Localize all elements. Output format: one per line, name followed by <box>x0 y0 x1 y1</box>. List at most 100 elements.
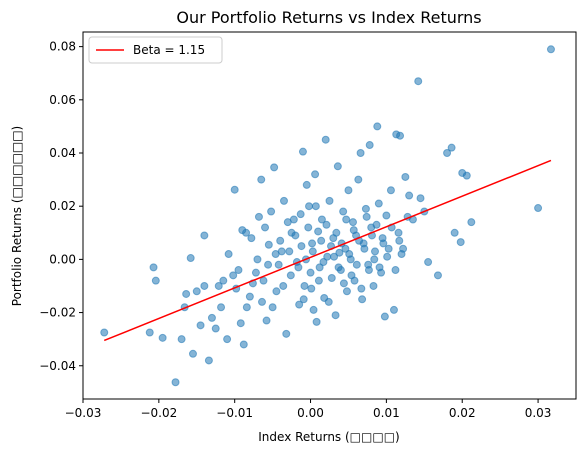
scatter-point <box>257 175 266 184</box>
x-tick-label: −0.02 <box>140 406 177 420</box>
x-tick-label: 0.01 <box>373 406 400 420</box>
y-axis-ticks: −0.04 −0.02 0.00 0.02 0.04 0.06 0.08 <box>39 40 83 373</box>
scatter-point <box>259 276 268 285</box>
scatter-point <box>151 276 160 285</box>
scatter-point <box>362 212 371 221</box>
scatter-point <box>331 311 340 320</box>
scatter-point <box>272 287 281 296</box>
scatter-point <box>314 227 323 236</box>
scatter-point <box>251 268 260 277</box>
scatter-point <box>268 303 277 312</box>
plot-frame <box>82 31 577 400</box>
scatter-point <box>305 202 314 211</box>
scatter-point <box>447 143 456 152</box>
scatter-point <box>309 305 318 314</box>
scatter-point <box>365 141 374 150</box>
scatter-point <box>394 228 403 237</box>
scatter-point <box>291 231 300 240</box>
scatter-point <box>443 149 452 157</box>
y-tick-label: 0.04 <box>49 146 76 160</box>
scatter-point <box>307 284 316 293</box>
regression-line <box>103 159 552 342</box>
scatter-point <box>391 266 400 275</box>
scatter-point <box>357 284 366 293</box>
scatter-point <box>271 250 280 259</box>
scatter-point <box>286 271 295 280</box>
y-tick-label: −0.04 <box>39 359 76 373</box>
scatter-point <box>262 316 271 325</box>
scatter-point <box>433 271 442 280</box>
scatter-point <box>344 186 353 195</box>
legend: Beta = 1.15 <box>88 36 223 64</box>
scatter-point <box>283 218 292 227</box>
scatter-point <box>383 252 392 261</box>
scatter-point <box>349 226 358 235</box>
scatter-point <box>361 204 370 213</box>
x-tick-label: −0.03 <box>65 406 102 420</box>
scatter-point <box>364 266 373 275</box>
scatter-point <box>349 218 358 227</box>
scatter-point <box>386 186 395 195</box>
x-axis-label: Index Returns (□□□□) <box>258 430 399 444</box>
scatter-point <box>177 335 186 344</box>
scatter-point <box>335 248 344 257</box>
y-tick-label: 0.08 <box>49 40 76 54</box>
scatter-point <box>100 328 109 337</box>
scatter-point <box>297 242 306 251</box>
scatter-point <box>182 289 191 298</box>
scatter-point <box>332 228 341 237</box>
scatter-point <box>382 211 391 220</box>
scatter-point <box>327 274 336 282</box>
scatter-point <box>234 266 243 275</box>
legend-label: Beta = 1.15 <box>133 43 205 57</box>
scatter-point <box>239 340 248 349</box>
scatter-point <box>375 263 384 272</box>
scatter-point <box>380 312 389 321</box>
scatter-point <box>325 196 334 205</box>
scatter-point <box>279 196 288 205</box>
scatter-point <box>405 191 414 200</box>
scatter-point <box>416 194 425 203</box>
scatter-point <box>395 236 404 245</box>
scatter-point <box>352 260 361 269</box>
scatter-point <box>315 263 324 272</box>
scatter-point <box>369 281 378 290</box>
scatter-point <box>285 247 294 256</box>
scatter-point <box>311 202 320 211</box>
scatter-point <box>374 199 383 208</box>
scatter-point <box>253 255 262 264</box>
scatter-point <box>214 281 223 290</box>
scatter-point <box>211 324 220 333</box>
scatter-point <box>333 162 342 171</box>
scatter-point <box>186 254 195 263</box>
scatter-point <box>304 223 313 232</box>
scatter-point <box>396 131 405 140</box>
scatter-point <box>188 349 197 358</box>
scatter-point <box>224 250 233 259</box>
scatter-point <box>347 271 356 280</box>
scatter-point <box>230 185 239 194</box>
scatter-point <box>317 215 326 224</box>
scatter-point <box>414 77 423 86</box>
scatter-point <box>219 276 228 285</box>
scatter-point <box>308 239 317 248</box>
x-tick-label: 0.02 <box>449 406 476 420</box>
scatter-point <box>274 260 283 269</box>
scatter-point <box>339 279 348 288</box>
scatter-point <box>282 329 291 338</box>
scatter-point <box>298 147 307 156</box>
scatter-point <box>200 281 209 290</box>
scatter-point <box>314 276 323 285</box>
scatter-point <box>319 258 328 267</box>
scatter-point <box>370 255 379 264</box>
scatter-point <box>242 303 251 312</box>
scatter-point <box>467 218 476 227</box>
scatter-point <box>299 295 308 304</box>
y-tick-label: 0.06 <box>49 93 76 107</box>
scatter-point <box>312 317 321 326</box>
scatter-point <box>360 244 369 253</box>
scatter-point <box>358 295 367 304</box>
scatter-point <box>149 263 158 272</box>
scatter-point <box>171 378 180 387</box>
scatter-point <box>204 356 213 365</box>
